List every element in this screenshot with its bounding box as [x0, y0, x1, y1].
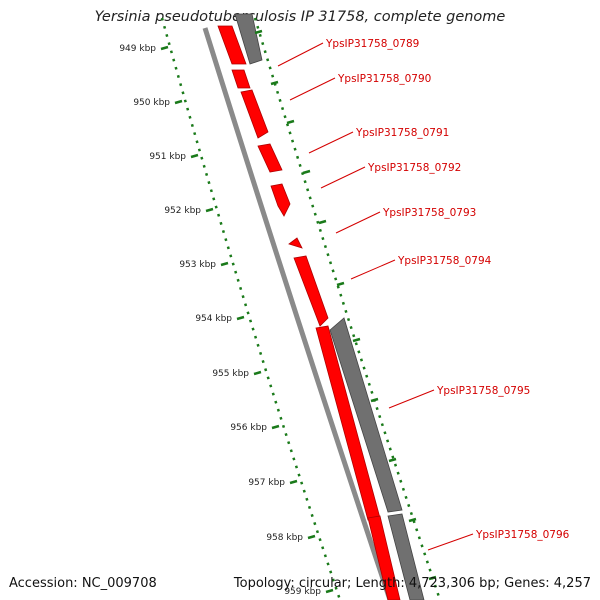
ruler-tick-label: 952 kbp: [164, 206, 201, 216]
gene-label-connector: [427, 533, 474, 551]
ruler-tick-label: 957 kbp: [248, 478, 285, 488]
reverse-gene-block[interactable]: [234, 13, 263, 65]
outer-ruler-tick: [302, 169, 311, 175]
ruler-tick-label: 958 kbp: [266, 533, 303, 543]
forward-gene-block[interactable]: [240, 89, 269, 139]
gene-label[interactable]: YpsIP31758_0791: [355, 127, 449, 139]
forward-gene-block[interactable]: [367, 515, 401, 600]
ruler-tick: [271, 424, 280, 430]
gene-label[interactable]: YpsIP31758_0789: [325, 38, 419, 50]
ruler-tick-label: 953 kbp: [179, 260, 216, 270]
genome-backbone: [202, 27, 393, 600]
accession-text: Accession: NC_009708: [9, 576, 157, 591]
ruler-tick: [325, 588, 334, 594]
outer-ruler-tick: [254, 29, 263, 35]
ruler-tick-label: 951 kbp: [149, 152, 186, 162]
gene-label-connector: [320, 166, 366, 189]
ruler-tick: [253, 370, 262, 376]
ruler-tick: [289, 479, 298, 485]
gene-label-connector: [350, 259, 396, 280]
gene-label[interactable]: YpsIP31758_0795: [436, 385, 530, 397]
ruler-tick: [174, 99, 183, 105]
gene-label[interactable]: YpsIP31758_0792: [367, 162, 461, 174]
gene-label-connector: [388, 389, 435, 409]
map-title: Yersinia pseudotuberculosis IP 31758, co…: [94, 9, 506, 25]
outer-ruler-tick: [286, 119, 295, 125]
ruler-tick-label: 954 kbp: [195, 314, 232, 324]
ruler-tick: [220, 261, 229, 267]
outer-ruler-tick: [370, 397, 379, 403]
forward-gene-block[interactable]: [217, 25, 247, 65]
outer-ruler-tick: [270, 80, 279, 86]
inner-ruler: [160, 17, 342, 600]
outer-ruler-tick: [352, 337, 361, 343]
ruler-tick-label: 959 kbp: [284, 587, 321, 597]
outer-ruler-tick: [388, 457, 397, 463]
forward-gene-block[interactable]: [288, 237, 303, 249]
outer-ruler-tick: [336, 281, 345, 287]
ruler-tick-label: 955 kbp: [212, 369, 249, 379]
reverse-gene-block[interactable]: [329, 317, 403, 513]
outer-ruler: [253, 17, 442, 600]
forward-gene-block[interactable]: [257, 143, 283, 173]
gene-label-connector: [308, 131, 354, 154]
ruler-tick: [205, 207, 214, 213]
forward-gene-block[interactable]: [231, 69, 251, 89]
ruler-tick: [236, 315, 245, 321]
ruler-tick: [307, 534, 316, 540]
reverse-gene-block[interactable]: [387, 513, 425, 600]
gene-label[interactable]: YpsIP31758_0793: [382, 207, 476, 219]
ruler-tick-label: 949 kbp: [119, 44, 156, 54]
outer-ruler-tick: [408, 517, 417, 523]
gene-label[interactable]: YpsIP31758_0790: [337, 73, 431, 85]
gene-label[interactable]: YpsIP31758_0794: [397, 255, 492, 267]
gene-label-connector: [335, 211, 381, 234]
forward-gene-block[interactable]: [270, 183, 291, 217]
outer-ruler-tick: [428, 575, 437, 581]
ruler-tick-label: 956 kbp: [230, 423, 267, 433]
ruler-tick: [160, 45, 169, 51]
forward-gene-block[interactable]: [293, 255, 329, 327]
ruler-tick-label: 950 kbp: [133, 98, 170, 108]
gene-label-connector: [277, 42, 324, 67]
ruler-tick: [190, 153, 199, 159]
gene-label[interactable]: YpsIP31758_0796: [475, 529, 570, 541]
outer-ruler-tick: [318, 219, 327, 225]
gene-label-connector: [289, 77, 336, 101]
summary-text: Topology: circular; Length: 4,723,306 bp…: [233, 576, 591, 591]
